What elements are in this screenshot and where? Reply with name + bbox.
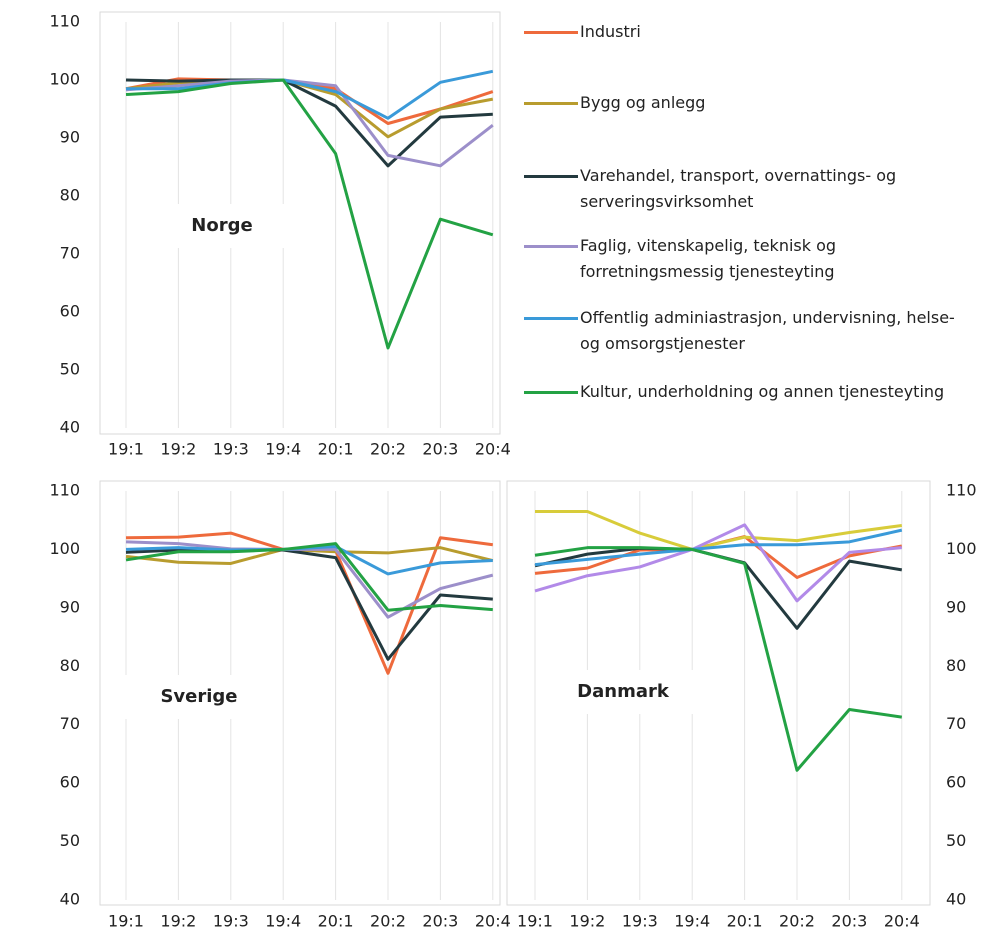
chart-title: Sverige [160, 686, 237, 707]
legend-swatch [524, 31, 578, 34]
x-tick-label: 20:4 [884, 912, 920, 931]
x-tick-label: 19:4 [674, 912, 710, 931]
y-tick-label: 110 [946, 481, 977, 500]
y-tick-label: 100 [49, 539, 80, 558]
x-tick-label: 19:1 [517, 912, 553, 931]
x-tick-label: 19:3 [213, 912, 249, 931]
x-tick-label: 20:1 [318, 912, 354, 931]
y-tick-label: 100 [946, 539, 977, 558]
y-tick-label: 70 [60, 244, 80, 263]
legend-swatch [524, 245, 578, 248]
y-tick-label: 100 [49, 70, 80, 89]
x-tick-label: 20:2 [779, 912, 815, 931]
x-tick-label: 19:4 [265, 440, 301, 459]
y-tick-label: 70 [60, 714, 80, 733]
x-tick-label: 20:3 [831, 912, 867, 931]
series-line [125, 78, 494, 168]
y-tick-label: 90 [60, 128, 80, 147]
title-box [124, 675, 274, 719]
series-line [535, 509, 902, 551]
chart-title: Danmark [577, 681, 670, 702]
panel-frame [99, 480, 501, 906]
y-tick-label: 50 [946, 831, 966, 850]
legend-label: Kultur, underholdning og annen tjenestey… [580, 382, 945, 401]
x-tick-label: 19:4 [265, 912, 301, 931]
y-tick-label: 90 [946, 597, 966, 616]
legend-label: Offentlig adminiastrasjon, undervisning,… [580, 308, 955, 353]
legend-label: Faglig, vitenskapelig, teknisk og forret… [580, 236, 837, 281]
y-tick-label: 80 [946, 656, 966, 675]
x-tick-label: 19:3 [213, 440, 249, 459]
y-tick-label: 90 [60, 597, 80, 616]
y-tick-label: 110 [49, 481, 80, 500]
y-tick-label: 110 [49, 12, 80, 31]
series-line [534, 528, 903, 567]
legend-label: Varehandel, transport, overnattings- og … [580, 166, 897, 211]
y-tick-label: 80 [60, 186, 80, 205]
series-line [534, 546, 903, 772]
y-tick-label: 70 [946, 714, 966, 733]
x-tick-label: 20:1 [318, 440, 354, 459]
legend-swatch [524, 317, 578, 320]
y-tick-label: 80 [60, 656, 80, 675]
x-tick-label: 19:3 [622, 912, 658, 931]
y-tick-label: 60 [60, 302, 80, 321]
x-tick-label: 20:4 [475, 440, 511, 459]
series-line [126, 69, 494, 120]
y-tick-label: 40 [60, 890, 80, 909]
legend-swatch [524, 102, 578, 105]
x-tick-label: 19:2 [160, 440, 196, 459]
series-line [125, 542, 493, 612]
panel-frame [99, 11, 501, 435]
x-tick-label: 20:4 [475, 912, 511, 931]
title-box [152, 204, 292, 248]
y-tick-label: 60 [60, 773, 80, 792]
series-line [534, 523, 902, 603]
series-line [125, 78, 493, 168]
x-tick-label: 19:1 [108, 440, 144, 459]
title-box [543, 670, 703, 714]
chart-title: Norge [191, 215, 252, 236]
legend-swatch [524, 391, 578, 394]
x-tick-label: 20:3 [422, 912, 458, 931]
x-tick-label: 20:2 [370, 912, 406, 931]
y-tick-label: 40 [946, 890, 966, 909]
x-tick-label: 19:1 [108, 912, 144, 931]
x-tick-label: 20:3 [422, 440, 458, 459]
y-tick-label: 50 [60, 360, 80, 379]
x-tick-label: 19:2 [160, 912, 196, 931]
y-tick-label: 40 [60, 418, 80, 437]
y-tick-label: 60 [946, 773, 966, 792]
x-tick-label: 20:2 [370, 440, 406, 459]
series-line [125, 78, 494, 350]
legend-label: Bygg og anlegg [580, 93, 706, 112]
panel-frame [506, 480, 931, 906]
legend-swatch [524, 175, 578, 178]
y-tick-label: 50 [60, 831, 80, 850]
x-tick-label: 19:2 [569, 912, 605, 931]
legend-label: Industri [580, 22, 641, 41]
x-tick-label: 20:1 [727, 912, 763, 931]
